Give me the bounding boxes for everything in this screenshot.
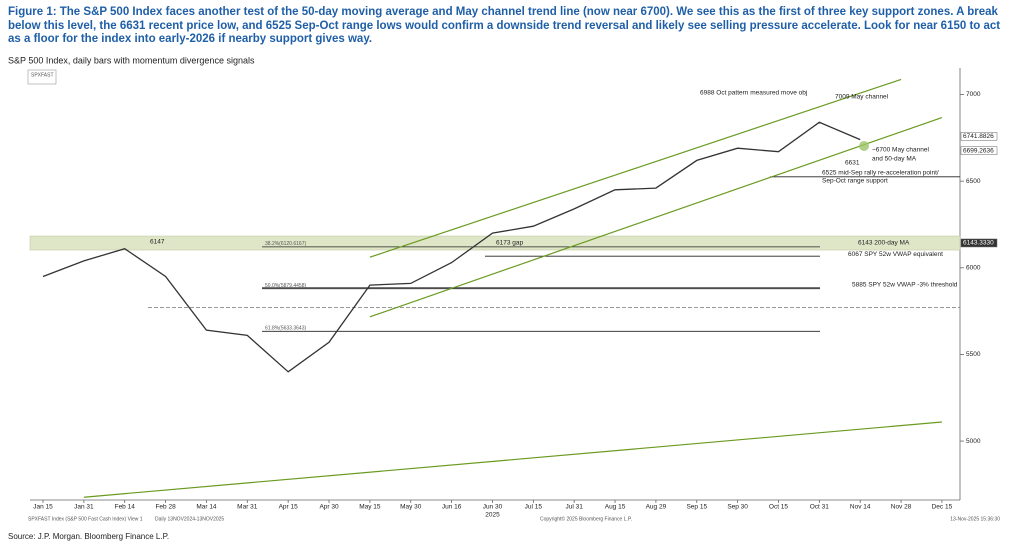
x-tick-label: Oct 31 bbox=[810, 504, 830, 511]
annotation: 6173 gap bbox=[496, 240, 523, 247]
price-tag bbox=[960, 238, 998, 248]
price-tag-label: 6143.3330 bbox=[963, 240, 994, 247]
y-tick-label: 5000 bbox=[966, 438, 981, 445]
x-tick-label: Jul 31 bbox=[566, 504, 584, 511]
source: Source: J.P. Morgan. Bloomberg Finance L… bbox=[8, 532, 169, 541]
x-tick-label: Sep 15 bbox=[686, 504, 707, 511]
year-label: 2025 bbox=[485, 512, 500, 519]
footer-text: SPXFAST Index (S&P 500 Fast Cash Index) … bbox=[28, 516, 143, 522]
y-tick-label: 6000 bbox=[966, 265, 981, 272]
footer-text: Daily 13NOV2024-13NOV2025 bbox=[155, 516, 224, 522]
annotation: ~6700 May channel bbox=[872, 147, 929, 154]
x-tick-label: Jan 15 bbox=[33, 504, 53, 511]
x-tick-label: Jun 16 bbox=[442, 504, 462, 511]
x-tick-label: Mar 31 bbox=[237, 504, 258, 511]
x-tick-label: Apr 15 bbox=[279, 504, 299, 511]
x-tick-label: Nov 28 bbox=[891, 504, 912, 511]
subtitle: S&P 500 Index, daily bars with momentum … bbox=[8, 55, 255, 65]
x-tick-label: Apr 30 bbox=[319, 504, 339, 511]
x-tick-label: Nov 14 bbox=[850, 504, 871, 511]
level-label: Sep-Oct range support bbox=[822, 178, 888, 185]
level-label: 6525 mid-Sep rally re-acceleration point… bbox=[822, 170, 939, 177]
level-label: 6143 200-day MA bbox=[858, 240, 910, 247]
y-tick-label: 7000 bbox=[966, 91, 981, 98]
level-label: 6067 SPY 52w VWAP equivalent bbox=[848, 251, 943, 258]
annotation: and 50-day MA bbox=[872, 156, 917, 163]
annotation: 6147 bbox=[150, 239, 165, 246]
x-tick-label: Oct 15 bbox=[769, 504, 789, 511]
ticker-label: SPXFAST bbox=[31, 72, 54, 78]
level-label: 38.2%(6120.6167) bbox=[265, 241, 306, 247]
price-tag bbox=[960, 146, 998, 155]
x-tick-label: Aug 29 bbox=[646, 504, 667, 511]
y-tick-label: 5500 bbox=[966, 351, 981, 358]
footer-text: Copyright© 2025 Bloomberg Finance L.P. bbox=[540, 515, 632, 522]
x-tick-label: Jan 31 bbox=[74, 504, 94, 511]
x-tick-label: May 30 bbox=[400, 504, 422, 511]
x-tick-label: Mar 14 bbox=[196, 504, 217, 511]
trend-line bbox=[369, 78, 902, 258]
x-tick-label: Jun 30 bbox=[483, 504, 503, 511]
x-tick-label: Jul 15 bbox=[525, 504, 543, 511]
trend-line bbox=[83, 421, 942, 498]
price-line bbox=[42, 121, 861, 373]
x-tick-label: May 15 bbox=[359, 504, 381, 511]
trend-line bbox=[369, 117, 943, 318]
level-band bbox=[29, 235, 961, 251]
footer-text: 13-Nov-2025 15:36:30 bbox=[950, 516, 1000, 522]
x-tick-label: Sep 30 bbox=[727, 504, 748, 511]
x-tick-label: Feb 28 bbox=[155, 504, 176, 511]
level-label: 5885 SPY 52w VWAP -3% threshold bbox=[852, 281, 958, 288]
annotation: 7009 May channel bbox=[835, 94, 889, 101]
level-label: 61.8%(5633.3643) bbox=[265, 326, 306, 332]
price-tag bbox=[960, 132, 998, 141]
price-tag-label: 6741.8826 bbox=[963, 133, 994, 140]
x-tick-label: Dec 15 bbox=[932, 504, 953, 511]
x-tick-label: Feb 14 bbox=[115, 504, 136, 511]
caption: Figure 1: The S&P 500 Index faces anothe… bbox=[8, 6, 1001, 45]
level-label: 50.0%(5879.4458) bbox=[265, 283, 306, 289]
annotation: 6988 Oct pattern measured move obj bbox=[700, 90, 807, 97]
ticker-box bbox=[27, 69, 57, 85]
y-tick-label: 6500 bbox=[966, 178, 981, 185]
target-marker bbox=[859, 141, 869, 151]
x-tick-label: Aug 15 bbox=[605, 504, 626, 511]
annotation: 6631 bbox=[845, 160, 860, 167]
price-tag-label: 6699.2636 bbox=[963, 147, 994, 154]
